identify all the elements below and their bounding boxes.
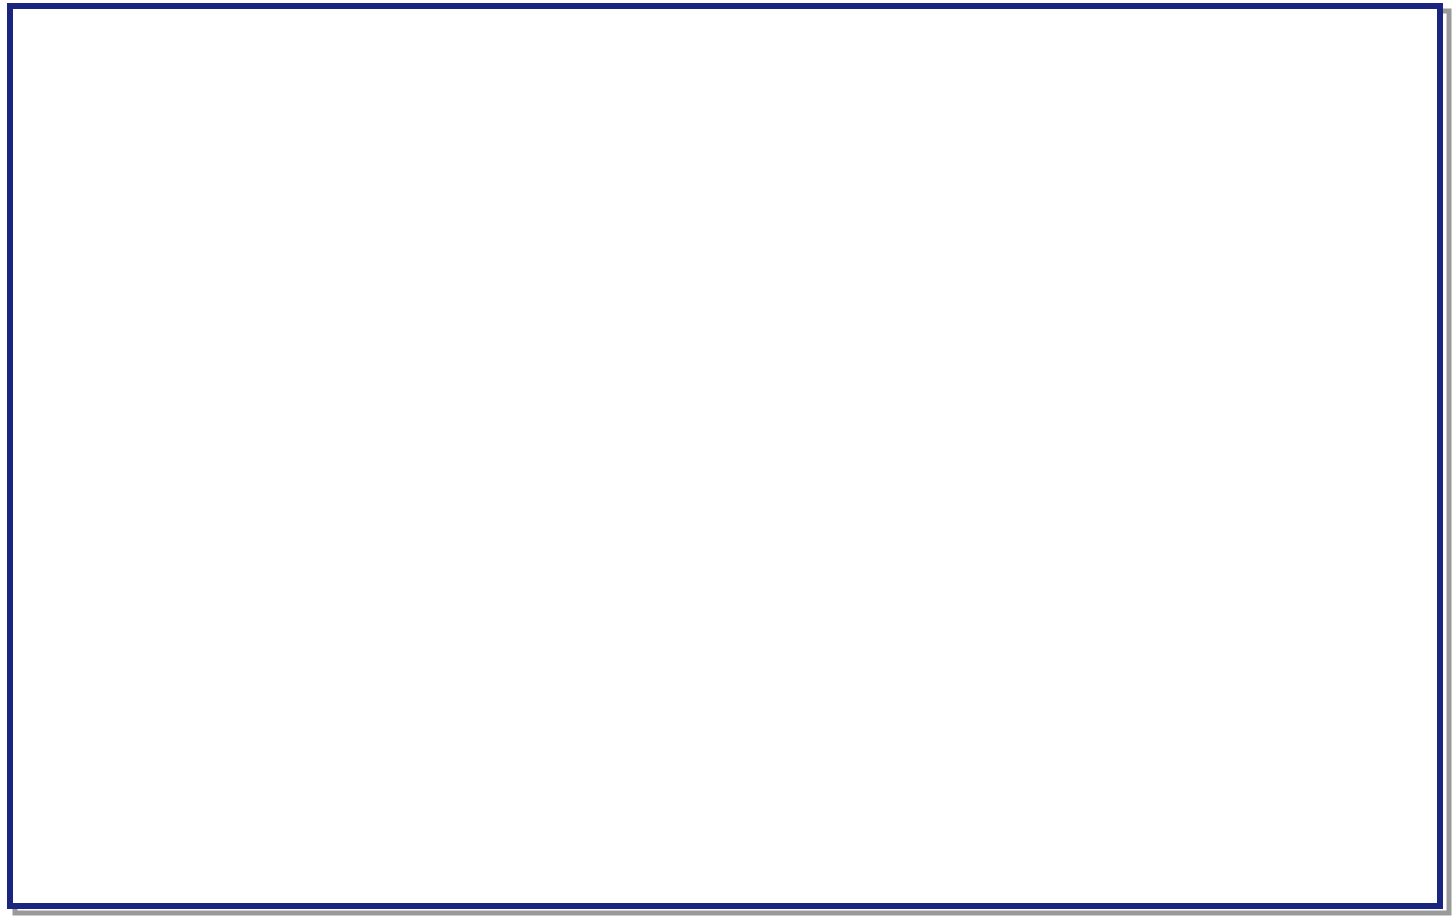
frame-border	[7, 3, 1443, 909]
